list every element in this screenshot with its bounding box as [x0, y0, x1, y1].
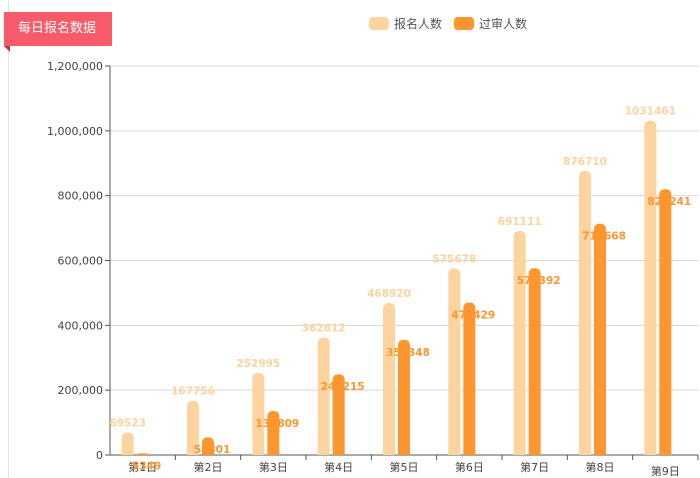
chart-title-ribbon: 每日报名数据 [4, 12, 112, 46]
y-tick-label: 800,000 [58, 190, 104, 203]
y-tick-label: 600,000 [58, 255, 104, 268]
legend: 报名人数 过审人数 [369, 15, 539, 32]
bar-approved [267, 410, 280, 455]
x-tick-label: 第6日 [455, 460, 484, 474]
legend-swatch-registrations [369, 17, 389, 30]
data-label-registrations: 69523 [109, 417, 146, 429]
x-tick-label: 第4日 [324, 460, 353, 474]
y-tick-label: 400,000 [58, 319, 104, 332]
legend-item-approved[interactable]: 过审人数 [454, 15, 527, 32]
legend-item-registrations[interactable]: 报名人数 [369, 15, 442, 32]
data-label-registrations: 575678 [432, 253, 476, 265]
x-tick-label: 第2日 [194, 460, 223, 474]
bar-registrations [579, 170, 591, 455]
legend-label-registrations: 报名人数 [394, 17, 443, 31]
legend-label-approved: 过审人数 [479, 17, 528, 31]
bar-registrations [121, 432, 134, 455]
bar-registrations [252, 372, 265, 455]
bar-approved [398, 339, 410, 455]
bar-registrations [317, 337, 330, 455]
bar-approved [463, 302, 476, 455]
y-tick-label: 0 [96, 449, 103, 462]
bar-registrations [513, 230, 526, 455]
data-label-approved: 135809 [255, 418, 299, 430]
bar-approved [332, 374, 345, 455]
bar-registrations [383, 302, 395, 455]
bar-registrations [644, 120, 657, 455]
left-rule [8, 0, 9, 478]
data-label-registrations: 167756 [171, 386, 215, 398]
data-label-registrations: 468920 [367, 288, 411, 300]
bar-approved [202, 437, 214, 455]
bar-registrations [187, 400, 199, 455]
bar-approved [136, 453, 149, 455]
x-tick-label: 第7日 [520, 460, 549, 474]
y-tick-label: 1,200,000 [47, 60, 103, 73]
x-tick-label: 第9日 [651, 464, 680, 478]
data-label-approved: 820241 [647, 196, 691, 208]
data-label-registrations: 252995 [236, 358, 280, 370]
data-label-registrations: 1031461 [625, 106, 676, 118]
bar-approved [528, 268, 541, 455]
chart-title: 每日报名数据 [18, 21, 97, 36]
ribbon-fold [4, 46, 10, 52]
x-tick-label: 第5日 [390, 460, 419, 474]
bar-approved [659, 189, 672, 455]
data-label-approved: 713668 [582, 231, 626, 243]
data-label-approved: 249215 [321, 381, 365, 393]
bar-approved [594, 223, 606, 455]
data-label-registrations: 691111 [498, 216, 542, 228]
y-tick-label: 200,000 [58, 384, 104, 397]
x-tick-label: 第3日 [259, 460, 288, 474]
data-label-approved: 54801 [194, 444, 231, 456]
data-label-registrations: 876710 [563, 156, 607, 168]
x-tick-label: 第8日 [586, 460, 615, 474]
x-tick-label: 第1日 [128, 460, 157, 474]
data-label-approved: 355348 [386, 347, 430, 359]
legend-swatch-approved [454, 17, 475, 30]
data-label-approved: 576392 [517, 275, 561, 287]
data-label-registrations: 362612 [302, 322, 346, 334]
data-label-approved: 470429 [451, 310, 495, 322]
y-tick-label: 1,000,000 [47, 125, 103, 138]
data-label-approved: 5349 [132, 460, 161, 472]
bar-registrations [448, 268, 461, 455]
